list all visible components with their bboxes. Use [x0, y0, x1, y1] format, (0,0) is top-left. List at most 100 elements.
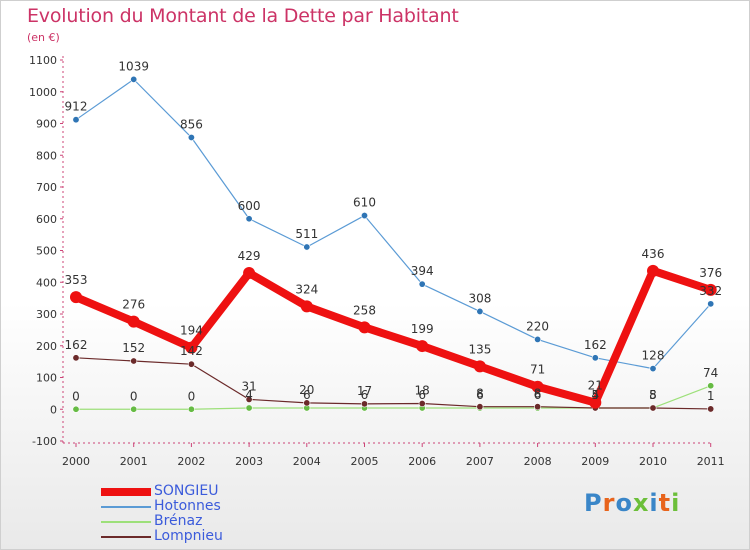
- y-tick-label: -100: [32, 435, 57, 448]
- data-point-songieu: [243, 267, 256, 280]
- x-tick-label: 2009: [581, 455, 609, 468]
- data-label-brenaz: 74: [703, 366, 718, 380]
- data-point-hotonnes: [649, 365, 657, 373]
- series-line-lompnieu: [75, 357, 712, 410]
- data-point-hotonnes: [187, 133, 195, 141]
- data-label-songieu: 376: [699, 266, 722, 280]
- data-label-brenaz: 6: [418, 388, 426, 402]
- data-point-lompnieu: [649, 404, 657, 412]
- data-label-hotonnes: 220: [526, 319, 549, 333]
- data-label-brenaz: 0: [130, 389, 138, 403]
- data-label-lompnieu: 17: [357, 384, 372, 398]
- proxiti-logo: Proxiti: [584, 489, 681, 517]
- data-label-hotonnes: 308: [468, 291, 491, 305]
- x-tick-label: 2008: [524, 455, 552, 468]
- data-point-hotonnes: [303, 243, 311, 251]
- data-label-hotonnes: 511: [295, 227, 318, 241]
- chart-title: Evolution du Montant de la Dette par Hab…: [27, 5, 459, 27]
- legend-swatch: [101, 488, 151, 496]
- data-label-hotonnes: 856: [180, 117, 203, 131]
- data-point-lompnieu: [360, 400, 368, 408]
- data-point-hotonnes: [72, 116, 80, 124]
- data-label-songieu: 429: [238, 249, 261, 263]
- data-label-hotonnes: 600: [238, 199, 261, 213]
- data-label-hotonnes: 394: [411, 264, 434, 278]
- series-songieu: [70, 264, 717, 409]
- chart-unit: (en €): [27, 31, 60, 44]
- data-point-lompnieu: [534, 403, 542, 411]
- data-label-songieu: 194: [180, 324, 203, 338]
- y-tick-label: 200: [36, 340, 57, 353]
- data-point-songieu: [589, 396, 602, 409]
- y-tick-label: 400: [36, 276, 57, 289]
- x-tick-label: 2005: [351, 455, 379, 468]
- y-tick-label: 0: [50, 403, 57, 416]
- data-label-brenaz: 6: [476, 388, 484, 402]
- data-label-lompnieu: 31: [241, 379, 256, 393]
- data-point-hotonnes: [418, 280, 426, 288]
- data-point-lompnieu: [72, 354, 80, 362]
- data-point-songieu: [70, 291, 82, 304]
- data-point-lompnieu: [130, 357, 138, 365]
- data-point-songieu: [300, 300, 313, 313]
- y-tick-label: 700: [36, 181, 57, 194]
- data-label-songieu: 436: [642, 247, 665, 261]
- y-tick-label: 900: [36, 118, 57, 131]
- data-point-songieu: [127, 315, 140, 328]
- y-tick-label: 300: [36, 308, 57, 321]
- data-label-lompnieu: 8: [534, 387, 542, 401]
- y-tick-label: 100: [36, 372, 57, 385]
- data-label-brenaz: 6: [303, 388, 311, 402]
- axes: -100010020030040050060070080090010001100…: [29, 54, 725, 468]
- x-tick-label: 2003: [235, 455, 263, 468]
- data-label-brenaz: 5: [649, 388, 657, 402]
- data-label-songieu: 276: [122, 298, 145, 312]
- data-point-brenaz: [187, 405, 195, 413]
- data-point-lompnieu: [476, 403, 484, 411]
- data-label-hotonnes: 332: [699, 284, 722, 298]
- legend-swatch: [101, 521, 151, 523]
- data-label-songieu: 135: [468, 342, 491, 356]
- data-label-brenaz: 0: [72, 389, 80, 403]
- legend-swatch: [101, 536, 151, 538]
- data-label-hotonnes: 1039: [118, 59, 149, 73]
- data-label-brenaz: 0: [188, 389, 196, 403]
- x-tick-label: 2007: [466, 455, 494, 468]
- data-label-lompnieu: 1: [707, 389, 715, 403]
- x-tick-label: 2000: [62, 455, 90, 468]
- data-label-songieu: 353: [65, 273, 88, 287]
- legend-label: SONGIEU: [154, 483, 219, 499]
- legend-label: Lompnieu: [154, 528, 223, 544]
- data-label-brenaz: 6: [534, 388, 542, 402]
- data-point-brenaz: [72, 405, 80, 413]
- data-point-hotonnes: [130, 75, 138, 83]
- y-tick-label: 500: [36, 245, 57, 258]
- data-label-lompnieu: 8: [476, 387, 484, 401]
- data-point-hotonnes: [245, 215, 253, 223]
- data-label-hotonnes: 912: [65, 100, 88, 114]
- series-line-hotonnes: [75, 78, 712, 370]
- data-label-lompnieu: 20: [299, 383, 314, 397]
- data-label-hotonnes: 128: [642, 349, 665, 363]
- series-line-brenaz: [75, 385, 712, 410]
- series-lompnieu: [72, 354, 715, 413]
- legend-label: Hotonnes: [154, 498, 221, 514]
- data-label-songieu: 199: [411, 322, 434, 336]
- x-tick-label: 2011: [697, 455, 725, 468]
- y-tick-label: 800: [36, 149, 57, 162]
- x-tick-label: 2004: [293, 455, 321, 468]
- data-point-lompnieu: [707, 405, 715, 413]
- data-point-songieu: [647, 264, 659, 277]
- data-point-songieu: [531, 380, 544, 393]
- data-label-lompnieu: 8: [649, 388, 657, 402]
- data-point-lompnieu: [418, 400, 426, 408]
- data-point-brenaz: [245, 404, 253, 412]
- data-point-lompnieu: [187, 360, 195, 368]
- data-label-songieu: 71: [530, 363, 545, 377]
- data-point-lompnieu: [245, 395, 253, 403]
- y-tick-label: 1000: [29, 86, 57, 99]
- data-label-lompnieu: 142: [180, 344, 203, 358]
- data-label-hotonnes: 610: [353, 196, 376, 210]
